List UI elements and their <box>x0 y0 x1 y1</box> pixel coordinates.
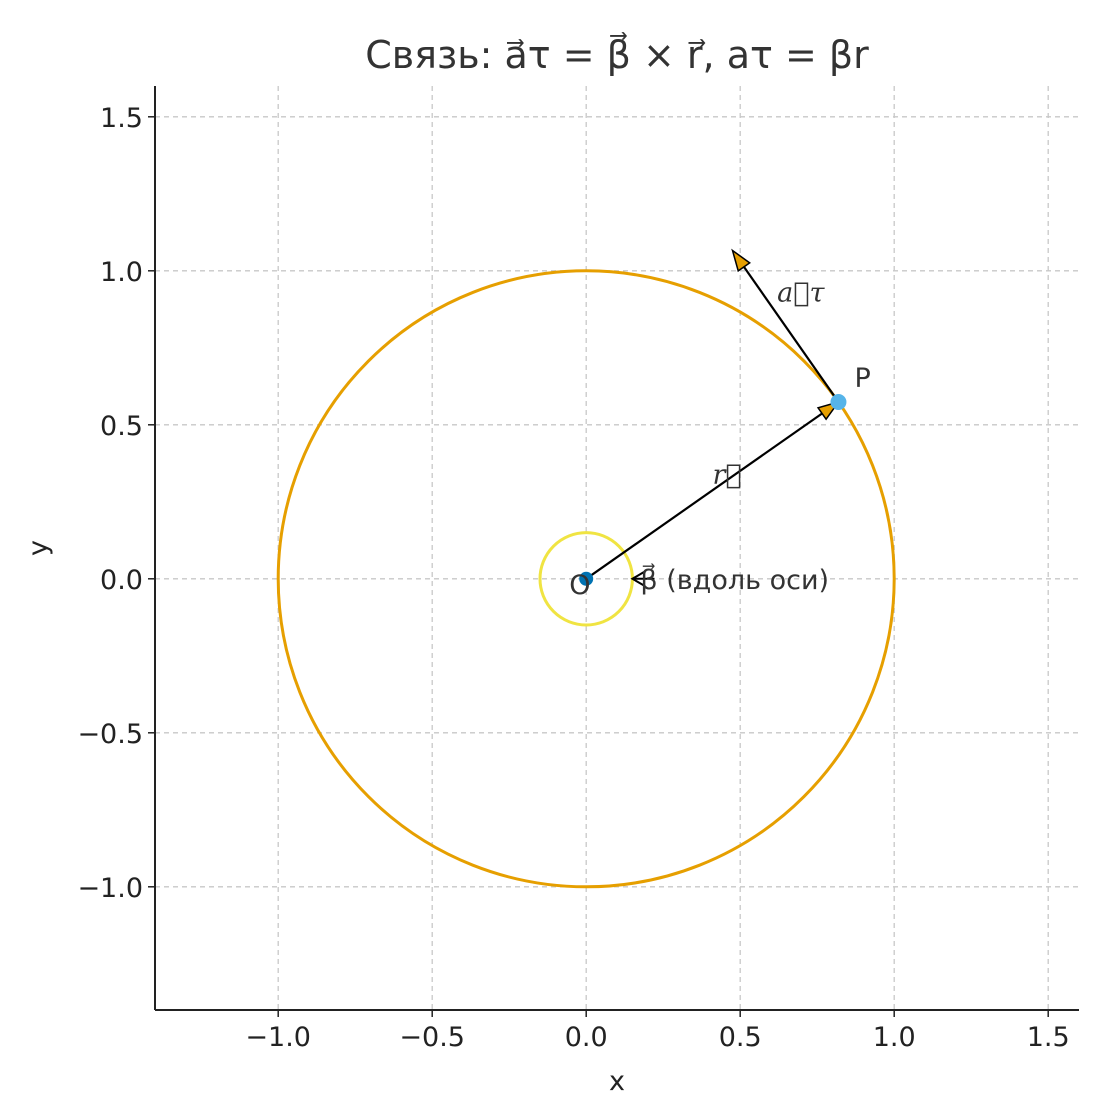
vector-a-tau-label: a⃗τ <box>777 278 825 309</box>
y-tick-label: 0.0 <box>100 565 143 596</box>
vector-a-tau-shaft <box>743 266 840 403</box>
point-o-label: O <box>569 570 590 601</box>
x-tick-label: 1.0 <box>873 1022 916 1053</box>
x-tick-label: −1.0 <box>245 1022 311 1053</box>
y-tick-label: 1.0 <box>100 257 143 288</box>
beta-label: β⃗ (вдоль оси) <box>640 563 829 596</box>
vector-r-label: r⃗ <box>712 459 741 490</box>
y-tick-label: 0.5 <box>100 411 143 442</box>
x-tick-label: −0.5 <box>399 1022 465 1053</box>
y-axis-label: y <box>23 540 54 556</box>
trajectory-circle <box>276 269 896 889</box>
plot-marks <box>276 248 896 889</box>
x-axis-label: x <box>609 1066 625 1097</box>
x-tick-label: 1.5 <box>1027 1022 1070 1053</box>
vector-r-shaft <box>585 412 823 580</box>
point-p <box>830 394 847 411</box>
grid <box>155 86 1079 1010</box>
axes: −1.0 −0.5 0.0 0.5 1.0 1.5 −1.0 −0.5 0.0 0.5 1.0 1.5 <box>77 86 1079 1053</box>
beta-annotation-arrowhead <box>630 570 645 587</box>
point-o <box>579 571 594 586</box>
y-tick-label: −0.5 <box>77 719 143 750</box>
y-tick-label: 1.5 <box>100 103 143 134</box>
labels: P Or⃗ a⃗τ β⃗ (вдоль оси) <box>569 278 871 601</box>
x-tick-label: 0.5 <box>719 1022 762 1053</box>
vector-a-tau-head <box>731 248 751 273</box>
x-tick-label: 0.0 <box>565 1022 608 1053</box>
chart-title: Связь: a⃗τ = β⃗ × r⃗, aτ = βr <box>365 32 869 77</box>
y-tick-label: −1.0 <box>77 873 143 904</box>
point-p-label: P <box>854 363 870 394</box>
